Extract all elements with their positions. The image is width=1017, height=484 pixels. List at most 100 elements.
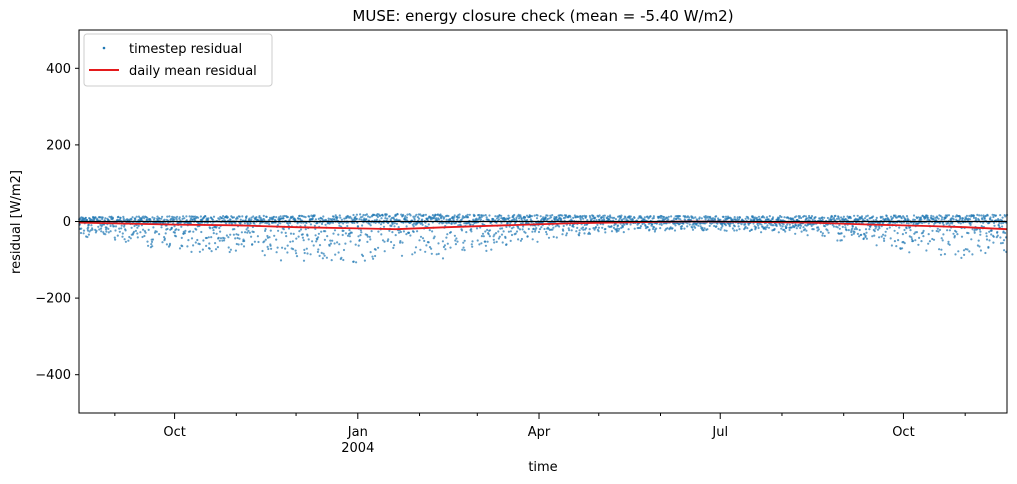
y-tick-label: 400 [46, 62, 71, 77]
timestep-residual-point [948, 229, 952, 232]
timestep-residual-point [124, 240, 127, 243]
timestep-residual-point [412, 230, 415, 233]
timestep-residual-point [810, 224, 813, 227]
timestep-residual-points [78, 212, 1009, 264]
timestep-residual-point [750, 228, 753, 231]
timestep-residual-point [565, 232, 569, 235]
timestep-residual-point [419, 235, 423, 238]
timestep-residual-point [132, 230, 136, 233]
timestep-residual-point [679, 222, 682, 225]
timestep-residual-point [799, 224, 803, 227]
x-axis-label: time [528, 460, 557, 475]
timestep-residual-point [171, 215, 174, 218]
timestep-residual-point [989, 218, 992, 221]
timestep-residual-point [540, 226, 543, 229]
timestep-residual-point [609, 214, 612, 217]
timestep-residual-point [241, 215, 244, 218]
timestep-residual-point [333, 242, 336, 245]
timestep-residual-point [706, 228, 709, 231]
timestep-residual-point [960, 256, 963, 259]
timestep-residual-point [359, 213, 362, 216]
timestep-residual-point [471, 240, 474, 243]
timestep-residual-point [602, 216, 605, 219]
timestep-residual-point [178, 247, 182, 250]
timestep-residual-point [583, 232, 586, 235]
timestep-residual-point [146, 216, 149, 219]
timestep-residual-point [910, 238, 914, 241]
timestep-residual-point [482, 235, 485, 238]
timestep-residual-point [897, 239, 900, 242]
timestep-residual-point [367, 215, 370, 218]
timestep-residual-point [105, 230, 108, 233]
timestep-residual-point [1000, 222, 1003, 225]
timestep-residual-point [1002, 221, 1005, 224]
timestep-residual-point [806, 234, 809, 237]
timestep-residual-point [107, 231, 110, 234]
timestep-residual-point [135, 215, 138, 218]
timestep-residual-point [808, 214, 811, 218]
timestep-residual-point [888, 226, 891, 229]
timestep-residual-point [653, 226, 656, 229]
timestep-residual-point [881, 215, 884, 218]
timestep-residual-point [377, 230, 380, 233]
timestep-residual-point [412, 215, 415, 218]
timestep-residual-point [484, 230, 487, 233]
timestep-residual-point [526, 235, 529, 238]
timestep-residual-point [198, 250, 201, 253]
timestep-residual-point [835, 217, 839, 220]
timestep-residual-point [871, 235, 874, 238]
timestep-residual-point [209, 227, 212, 230]
timestep-residual-point [560, 217, 563, 220]
timestep-residual-point [142, 215, 145, 218]
timestep-residual-point [518, 217, 521, 220]
timestep-residual-point [597, 226, 601, 229]
timestep-residual-point [189, 222, 192, 225]
timestep-residual-point [458, 216, 461, 219]
timestep-residual-point [332, 215, 335, 218]
timestep-residual-point [679, 218, 682, 221]
timestep-residual-point [433, 235, 436, 238]
timestep-residual-point [804, 215, 808, 218]
timestep-residual-point [325, 256, 328, 259]
timestep-residual-point [495, 240, 498, 243]
timestep-residual-point [793, 226, 796, 229]
timestep-residual-point [183, 217, 186, 220]
timestep-residual-point [452, 218, 455, 221]
timestep-residual-point [334, 253, 337, 256]
timestep-residual-point [247, 222, 250, 225]
timestep-residual-point [118, 227, 121, 230]
timestep-residual-point [373, 213, 376, 216]
timestep-residual-point [582, 217, 585, 220]
timestep-residual-point [852, 232, 855, 235]
timestep-residual-point [173, 231, 176, 234]
timestep-residual-point [886, 227, 889, 230]
timestep-residual-point [369, 224, 372, 227]
timestep-residual-point [127, 239, 130, 242]
legend-label-daily-mean: daily mean residual [129, 64, 257, 79]
timestep-residual-point [874, 227, 877, 230]
timestep-residual-point [973, 231, 976, 234]
timestep-residual-point [122, 217, 125, 220]
timestep-residual-point [579, 218, 582, 221]
timestep-residual-point [480, 242, 483, 245]
timestep-residual-point [286, 251, 289, 254]
timestep-residual-point [279, 222, 282, 225]
timestep-residual-point [935, 229, 938, 233]
timestep-residual-point [996, 230, 999, 234]
timestep-residual-point [907, 218, 910, 221]
timestep-residual-point [104, 233, 107, 236]
timestep-residual-point [425, 244, 428, 247]
timestep-residual-point [314, 218, 317, 221]
timestep-residual-point [546, 217, 549, 221]
timestep-residual-point [339, 216, 342, 219]
timestep-residual-point [688, 216, 691, 219]
timestep-residual-point [617, 229, 620, 232]
timestep-residual-point [145, 218, 149, 221]
timestep-residual-point [931, 237, 934, 241]
timestep-residual-point [268, 218, 271, 221]
timestep-residual-point [946, 214, 949, 217]
timestep-residual-point [404, 215, 407, 218]
timestep-residual-point [413, 218, 416, 221]
timestep-residual-point [211, 218, 214, 221]
timestep-residual-point [546, 214, 549, 217]
